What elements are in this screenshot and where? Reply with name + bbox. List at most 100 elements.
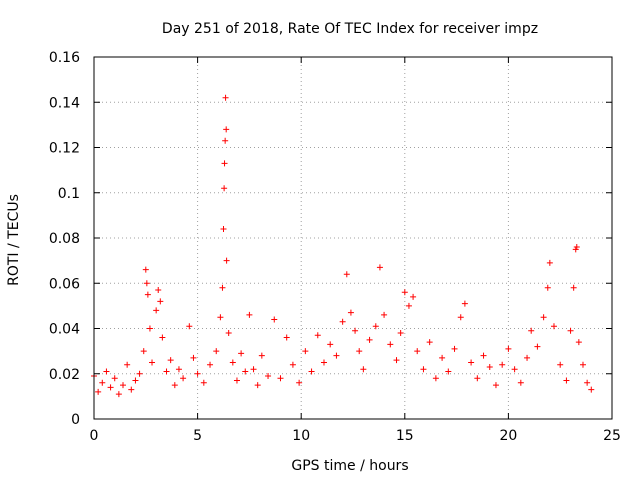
data-point [381,311,388,318]
data-point [99,379,106,386]
x-tick-labels: 0 5 10 15 20 25 [90,428,621,444]
data-point [563,377,570,384]
grid-lines [94,57,612,419]
data-point [347,309,354,316]
data-point [225,330,232,337]
data-point [254,382,261,389]
data-point [220,225,227,232]
data-point [128,386,135,393]
data-point [524,354,531,361]
data-points [91,94,595,398]
data-point [401,289,408,296]
y-tick-labels: 0 0.02 0.04 0.06 0.08 0.1 0.12 0.14 0.16 [49,50,80,428]
data-point [468,359,475,366]
data-point [207,361,214,368]
y-tick-label: 0 [71,412,80,428]
x-axis-label: GPS time / hours [291,458,408,474]
x-tick-label: 0 [90,428,99,444]
y-tick-label: 0.04 [49,322,80,338]
y-tick-label: 0.02 [49,367,80,383]
data-point [250,366,257,373]
data-point [222,137,229,144]
data-point [155,287,162,294]
data-point [366,336,373,343]
data-point [271,316,278,323]
data-point [194,370,201,377]
data-point [140,348,147,355]
data-point [528,327,535,334]
y-tick-label: 0.1 [58,186,80,202]
x-tick-label: 10 [292,428,310,444]
data-point [372,323,379,330]
data-point [393,357,400,364]
data-point [410,293,417,300]
data-point [320,359,327,366]
data-point [505,345,512,352]
data-point [356,348,363,355]
data-point [546,259,553,266]
data-point [327,341,334,348]
x-tick-label: 25 [603,428,621,444]
data-point [283,334,290,341]
y-tick-label: 0.12 [49,141,80,157]
data-point [517,379,524,386]
data-point [451,345,458,352]
data-point [95,388,102,395]
data-point [405,302,412,309]
data-point [157,298,164,305]
data-point [387,341,394,348]
data-point [146,325,153,332]
data-point [432,375,439,382]
data-point [175,366,182,373]
x-tick-label: 5 [193,428,202,444]
data-point [223,126,230,133]
data-point [153,307,160,314]
data-point [314,332,321,339]
data-point [167,357,174,364]
data-point [499,361,506,368]
data-point [190,354,197,361]
data-point [258,352,265,359]
data-point [397,330,404,337]
data-point [550,323,557,330]
data-point [474,375,481,382]
data-point [544,284,551,291]
data-point [511,366,518,373]
data-point [107,384,114,391]
data-point [445,368,452,375]
data-point [222,94,229,101]
data-point [186,323,193,330]
data-point [213,348,220,355]
data-point [486,363,493,370]
data-point [159,334,166,341]
data-point [492,382,499,389]
data-point [480,352,487,359]
chart-title: Day 251 of 2018, Rate Of TEC Index for r… [162,21,538,37]
data-point [238,350,245,357]
data-point [132,377,139,384]
data-point [360,366,367,373]
data-point [570,284,577,291]
data-point [439,354,446,361]
data-point [221,160,228,167]
data-point [233,377,240,384]
data-point [333,352,340,359]
axis-ticks [93,56,613,420]
data-point [376,264,383,271]
data-point [277,375,284,382]
data-point [180,375,187,382]
data-point [103,368,110,375]
data-point [584,379,591,386]
data-point [163,368,170,375]
data-point [229,359,236,366]
data-point [339,318,346,325]
data-point [573,244,580,251]
data-point [242,368,249,375]
data-point [557,361,564,368]
y-tick-label: 0.16 [49,50,80,66]
data-point [567,327,574,334]
data-point [534,343,541,350]
data-point [540,314,547,321]
data-point [144,291,151,298]
